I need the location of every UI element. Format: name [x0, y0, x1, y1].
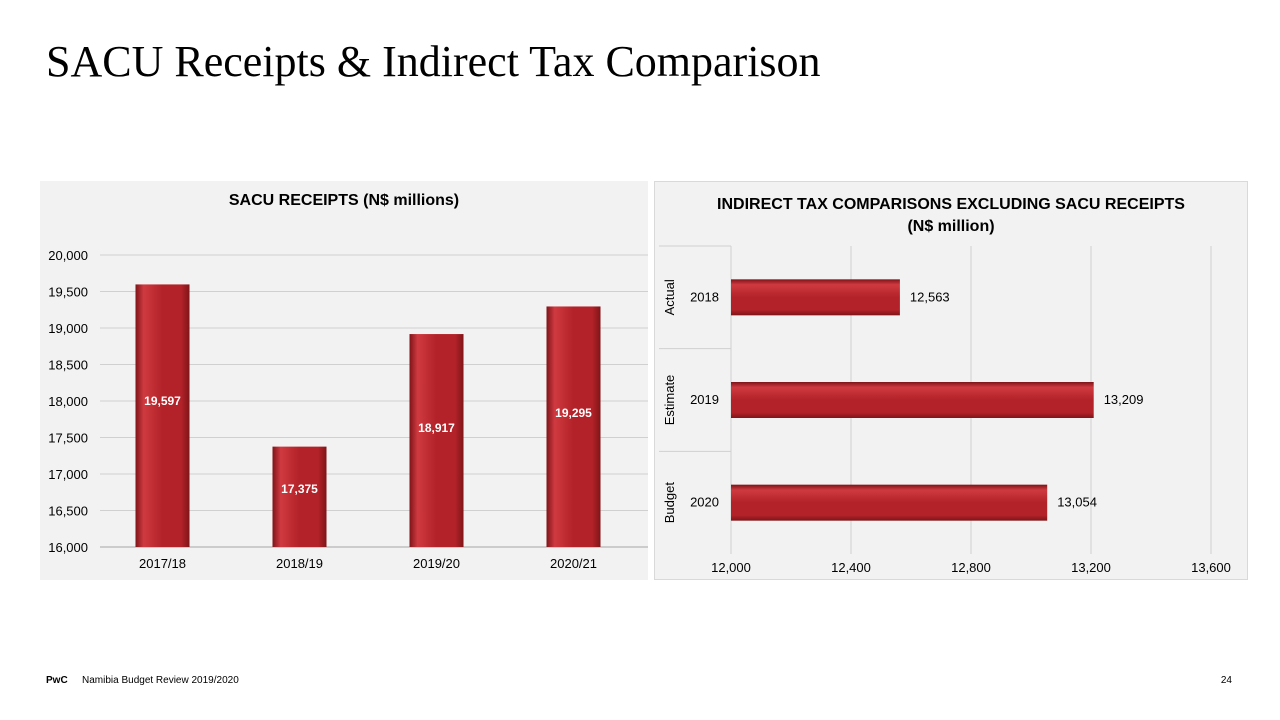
- data-label: 12,563: [910, 289, 950, 304]
- y-tick-label: 2018: [690, 289, 719, 304]
- y-tick-label: 20,000: [48, 248, 88, 263]
- bar: [546, 306, 601, 547]
- x-tick-label: 2018/19: [276, 556, 323, 571]
- y-tick-label: 16,500: [48, 504, 88, 519]
- bar: [731, 382, 1094, 418]
- group-label: Estimate: [662, 375, 677, 426]
- sacu-receipts-chart: 16,000 16,500 17,000 17,500 18,000 18,500 19,0…: [40, 181, 648, 580]
- data-label: 13,209: [1104, 392, 1144, 407]
- data-label: 13,054: [1057, 495, 1097, 510]
- page-title: SACU Receipts & Indirect Tax Comparison: [46, 37, 821, 86]
- y-tick-label: 2019: [690, 392, 719, 407]
- y-tick-label: 16,000: [48, 540, 88, 555]
- group-label: Actual: [662, 279, 677, 315]
- y-tick-label: 18,000: [48, 394, 88, 409]
- y-tick-label: 18,500: [48, 358, 88, 373]
- y-tick-label: 2020: [690, 495, 719, 510]
- x-tick-label: 13,200: [1071, 560, 1111, 575]
- y-tick-label: 17,000: [48, 467, 88, 482]
- bar: [135, 284, 190, 547]
- x-tick-label: 2020/21: [550, 556, 597, 571]
- page-number: 24: [1220, 675, 1232, 686]
- x-tick-label: 12,800: [951, 560, 991, 575]
- data-label: 19,295: [555, 406, 592, 420]
- y-tick-label: 17,500: [48, 431, 88, 446]
- data-label: 19,597: [144, 394, 181, 408]
- group-label: Budget: [662, 482, 677, 524]
- chart-title: INDIRECT TAX COMPARISONS EXCLUDING SACU …: [717, 196, 1185, 235]
- x-tick-label: 12,000: [711, 560, 751, 575]
- x-tick-label: 2019/20: [413, 556, 460, 571]
- pwc-logo: PwC: [46, 675, 68, 686]
- indirect-tax-chart: 12,000 12,400 12,800 13,200 13,600 12,563 2018…: [654, 181, 1248, 580]
- data-label: 18,917: [418, 421, 455, 435]
- x-tick-label: 12,400: [831, 560, 871, 575]
- data-label: 17,375: [281, 482, 318, 496]
- x-tick-label: 2017/18: [139, 556, 186, 571]
- indirect-tax-plot: 12,000 12,400 12,800 13,200 13,600 12,563 2018…: [659, 245, 1231, 575]
- bar: [409, 334, 464, 547]
- y-tick-label: 19,000: [48, 321, 88, 336]
- y-tick-label: 19,500: [48, 285, 88, 300]
- footer-text: Namibia Budget Review 2019/2020: [82, 675, 239, 686]
- sacu-receipts-plot: 16,000 16,500 17,000 17,500 18,000 18,500 19,0…: [48, 248, 648, 571]
- bar: [731, 279, 900, 316]
- bar: [272, 446, 327, 547]
- bar: [731, 484, 1048, 521]
- chart-title: SACU RECEIPTS (N$ millions): [228, 192, 460, 209]
- x-tick-label: 13,600: [1191, 560, 1231, 575]
